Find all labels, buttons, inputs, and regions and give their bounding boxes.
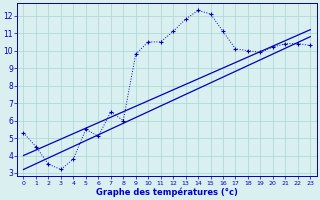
- X-axis label: Graphe des températures (°c): Graphe des températures (°c): [96, 187, 238, 197]
